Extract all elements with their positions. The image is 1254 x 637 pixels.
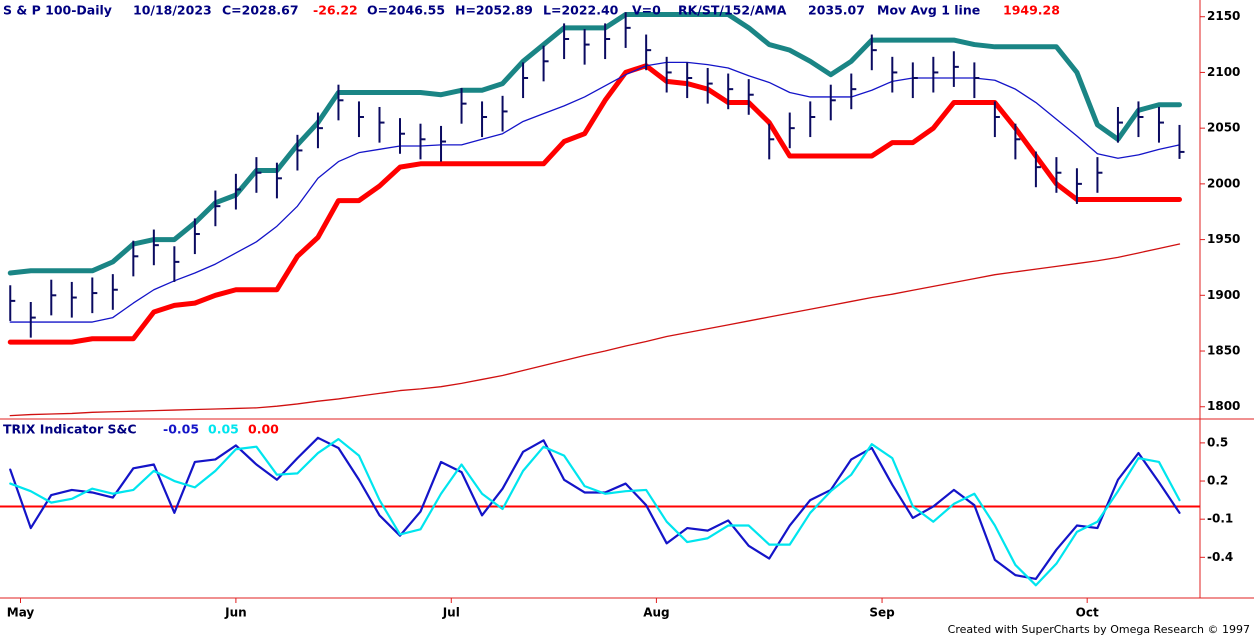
header-text: Mov Avg 1 line [877, 3, 980, 18]
header-text: -0.05 [163, 422, 199, 437]
header-text: TRIX Indicator S&C [3, 422, 137, 437]
y-tick-label: 1850 [1207, 344, 1240, 358]
header-text: H=2052.89 [455, 3, 533, 18]
series-line [7, 11, 1182, 276]
y-tick-label: 2100 [1207, 65, 1240, 79]
x-tick-label: Aug [643, 606, 669, 620]
series-line [9, 436, 1181, 581]
y-tick-label: 1800 [1207, 399, 1240, 413]
header-text: C=2028.67 [222, 3, 299, 18]
footer: Created with SuperCharts by Omega Resear… [948, 623, 1250, 636]
x-tick-label: Jun [224, 606, 247, 620]
series-line [7, 63, 1182, 345]
y-tick-label: -0.1 [1207, 512, 1233, 526]
header-text: 1949.28 [1003, 3, 1060, 18]
x-tick-label: Sep [869, 606, 895, 620]
y-tick-label: -0.4 [1207, 550, 1233, 564]
y-tick-label: 2150 [1207, 9, 1240, 23]
header-text: 0.00 [248, 422, 279, 437]
y-tick-label: 2000 [1207, 176, 1240, 190]
header-text: O=2046.55 [367, 3, 445, 18]
x-tick-label: May [7, 606, 35, 620]
y-tick-label: 1950 [1207, 232, 1240, 246]
header-text: 2035.07 [808, 3, 865, 18]
x-tick-label: Oct [1076, 606, 1099, 620]
header-text: L=2022.40 [543, 3, 619, 18]
header-text: RK/ST/152/AMA [678, 3, 787, 18]
header-text: 10/18/2023 [133, 3, 212, 18]
x-tick-label: Jul [442, 606, 460, 620]
series-line [9, 243, 1181, 417]
series-line [9, 61, 1181, 323]
header-text: S & P 100-Daily [3, 3, 112, 18]
y-tick-label: 0.5 [1207, 435, 1228, 449]
y-tick-label: 2050 [1207, 121, 1240, 135]
y-tick-label: 1900 [1207, 288, 1240, 302]
header-text: -26.22 [313, 3, 358, 18]
header-text: V=0 [632, 3, 661, 18]
header-text: 0.05 [208, 422, 239, 437]
series-line [9, 437, 1181, 587]
y-tick-label: 0.2 [1207, 474, 1228, 488]
